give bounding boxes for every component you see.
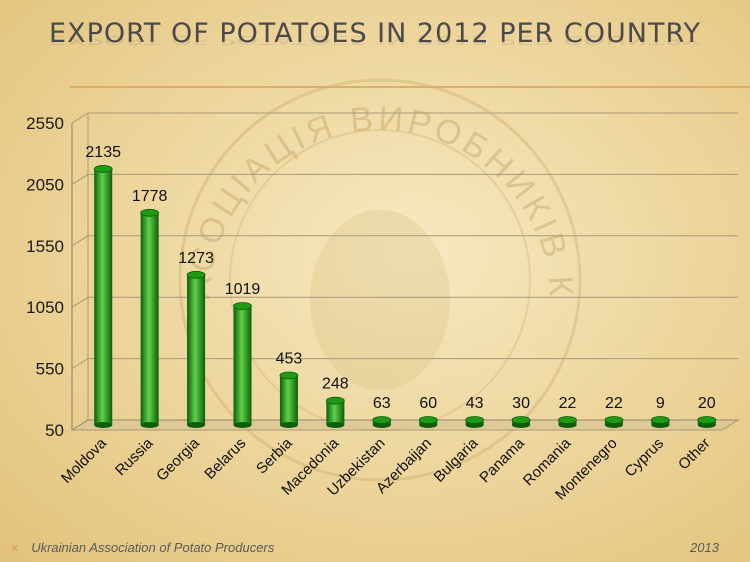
x-bullet-icon: ✕ <box>10 543 20 555</box>
x-tick-label: Belarus <box>201 435 249 483</box>
bar <box>93 165 113 428</box>
bar <box>465 416 485 428</box>
bar <box>279 371 299 428</box>
x-tick-label: Cyprus <box>622 435 668 481</box>
bar <box>418 416 438 428</box>
data-labels: 2135 1778 1273 1019 453 248 63 60 43 30 22 22 9 20 <box>85 144 715 412</box>
gridline <box>71 358 738 370</box>
data-label: 22 <box>559 395 577 412</box>
bar-top <box>233 302 252 310</box>
bar-base <box>140 422 159 428</box>
data-label: 22 <box>605 395 623 412</box>
y-tick-label: 1050 <box>26 298 64 317</box>
data-label: 1019 <box>225 281 261 298</box>
bar-top <box>697 416 717 424</box>
data-label: 60 <box>419 395 437 412</box>
y-tick-label: 550 <box>36 360 64 379</box>
data-label: 63 <box>373 395 391 412</box>
bar <box>697 416 717 428</box>
bar-base <box>512 422 531 428</box>
bar-top <box>558 416 577 424</box>
bar-top <box>140 208 160 217</box>
gridline <box>71 235 738 247</box>
data-label: 453 <box>276 351 303 368</box>
y-tick-label: 50 <box>45 421 64 440</box>
gridlines <box>71 112 738 431</box>
bar-base <box>326 422 345 428</box>
bar-base <box>697 422 716 428</box>
bar-body <box>94 168 113 425</box>
x-tick-label: Russia <box>112 434 157 479</box>
bar-body <box>279 375 298 425</box>
footer-year: 2013 <box>690 540 719 555</box>
bar <box>650 416 670 428</box>
chart-floor <box>70 419 740 431</box>
bar-base <box>279 422 298 428</box>
x-tick-label: Georgia <box>153 434 203 484</box>
data-label: 9 <box>656 395 665 412</box>
x-tick-label: Other <box>675 435 714 474</box>
data-label: 248 <box>322 376 349 393</box>
data-label: 1778 <box>132 188 168 205</box>
bar <box>372 416 392 428</box>
bar-body <box>233 306 252 425</box>
x-tick-label: Bulgaria <box>431 434 482 485</box>
bar-base <box>94 422 113 428</box>
bar-top <box>604 416 624 424</box>
bar-base <box>372 422 391 428</box>
bar <box>511 416 531 428</box>
gridline <box>71 112 738 124</box>
chart-title: EXPORT OF POTATOES IN 2012 PER COUNTRY <box>49 18 701 49</box>
bar-top <box>650 416 670 424</box>
bars <box>93 165 717 428</box>
data-label: 43 <box>466 395 484 412</box>
footer-source: ✕ Ukrainian Association of Potato Produce… <box>10 540 274 555</box>
watermark-seal: АСОЦІАЦІЯ ВИРОБНИКІВ КАРТОПЛІ <box>170 70 582 482</box>
bar <box>325 396 345 428</box>
x-tick-label: Serbia <box>253 434 296 477</box>
data-label: 30 <box>512 395 530 412</box>
bar <box>558 416 577 428</box>
y-tick-label: 1550 <box>26 237 64 256</box>
y-tick-label: 2050 <box>26 175 64 194</box>
data-label: 2135 <box>85 144 121 161</box>
bar-top <box>186 270 206 279</box>
data-label: 1273 <box>178 250 214 267</box>
bar-top <box>93 165 113 173</box>
bar-body <box>326 400 345 425</box>
footer-source-text: Ukrainian Association of Potato Producer… <box>31 540 275 555</box>
bar-top <box>465 416 485 424</box>
bar <box>140 208 160 428</box>
x-tick-label: Moldova <box>58 434 111 487</box>
bar-top <box>325 396 345 405</box>
bar-base <box>233 422 252 428</box>
bar-top <box>372 416 392 424</box>
bar-body <box>187 274 206 425</box>
y-tick-label: 2550 <box>26 114 64 133</box>
bar-body <box>140 212 159 425</box>
gridline <box>71 173 738 185</box>
bar-top <box>511 416 531 424</box>
bar-chart: 50 550 1050 1550 2050 2550 2135 1778 1273 1019 453… <box>26 112 740 503</box>
bar <box>233 302 252 428</box>
bar <box>186 270 206 428</box>
data-label: 20 <box>698 395 716 412</box>
title-divider <box>70 86 750 88</box>
bar-base <box>558 422 577 428</box>
gridline <box>71 296 738 308</box>
bar <box>604 416 624 428</box>
bar-base <box>465 422 484 428</box>
bar-top <box>279 371 299 380</box>
y-tick-labels: 50 550 1050 1550 2050 2550 <box>26 114 64 440</box>
bar-top <box>418 416 438 424</box>
bar-base <box>187 422 206 428</box>
bar-base <box>604 422 623 428</box>
bar-base <box>419 422 438 428</box>
bar-base <box>651 422 670 428</box>
